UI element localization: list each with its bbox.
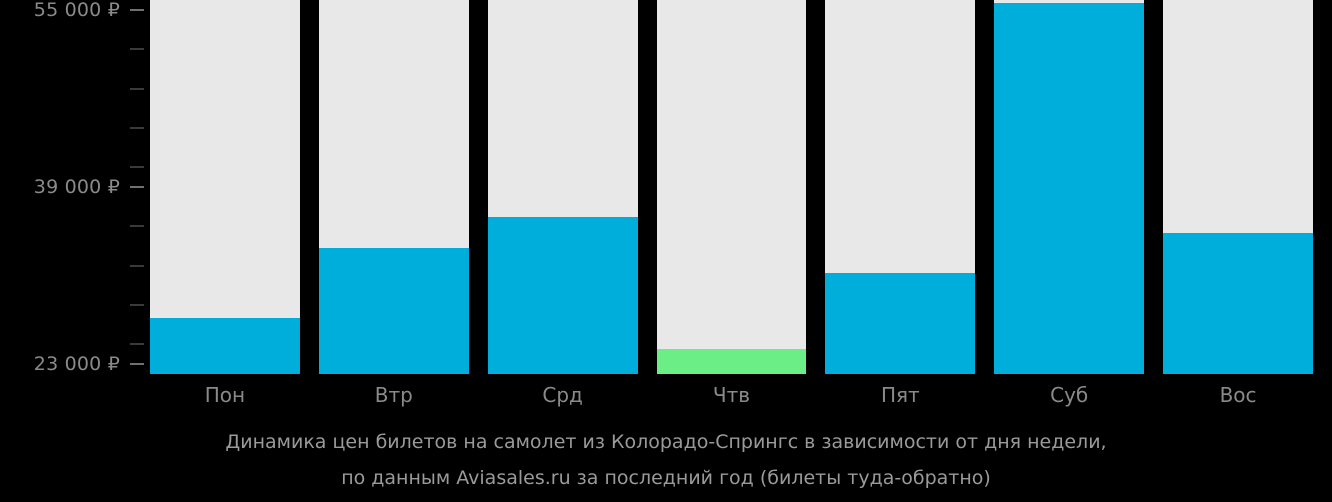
bar-column[interactable] (318, 0, 469, 374)
bar-value[interactable] (1163, 233, 1313, 374)
y-axis-tick-mark (130, 343, 144, 346)
bar-value-cheapest[interactable] (656, 348, 807, 374)
y-axis-tick-label: 39 000 ₽ (33, 175, 120, 198)
bar-value[interactable] (487, 216, 638, 374)
plot-area (150, 0, 1332, 374)
bar-background-track (656, 0, 807, 374)
y-axis-tick-mark (130, 186, 144, 188)
y-axis-tick-mark (130, 303, 144, 306)
bar-background-track (150, 0, 300, 374)
bar-value[interactable] (318, 247, 469, 374)
x-axis-label: Пон (204, 383, 246, 407)
bar-column[interactable] (150, 0, 300, 374)
x-axis-label: Втр (374, 383, 413, 407)
y-axis-tick-mark (130, 166, 144, 169)
x-axis-label: Чтв (712, 383, 751, 407)
caption-line-2: по данным Aviasales.ru за последний год … (341, 467, 991, 489)
bar-column[interactable] (1163, 0, 1313, 374)
y-axis-tick-mark (130, 48, 144, 51)
bar-value[interactable] (825, 273, 976, 374)
y-axis-tick-mark (130, 264, 144, 267)
bar-value[interactable] (150, 317, 300, 374)
x-axis-label: Пят (880, 383, 920, 407)
y-axis: 55 000 ₽ 39 000 ₽ 23 000 ₽ (0, 0, 150, 374)
y-axis-tick-label: 23 000 ₽ (33, 352, 120, 375)
y-axis-tick-mark (130, 225, 144, 228)
y-axis-tick-mark (130, 363, 144, 365)
bar-column[interactable] (994, 0, 1145, 374)
bar-column[interactable] (487, 0, 638, 374)
bar-column[interactable] (825, 0, 976, 374)
x-axis-label: Вос (1219, 383, 1257, 407)
x-axis: Пон Втр Срд Чтв Пят Суб Вос (150, 374, 1332, 418)
x-axis-label: Суб (1050, 383, 1089, 407)
caption-line-1: Динамика цен билетов на самолет из Колор… (225, 431, 1107, 453)
bar-value[interactable] (994, 3, 1145, 374)
y-axis-tick-mark (130, 87, 144, 90)
x-axis-label: Срд (542, 383, 583, 407)
bar-column[interactable] (656, 0, 807, 374)
y-axis-tick-label: 55 000 ₽ (33, 0, 120, 21)
y-axis-tick-mark (130, 126, 144, 129)
chart-caption: Динамика цен билетов на самолет из Колор… (0, 424, 1332, 496)
y-axis-tick-mark (130, 9, 144, 11)
